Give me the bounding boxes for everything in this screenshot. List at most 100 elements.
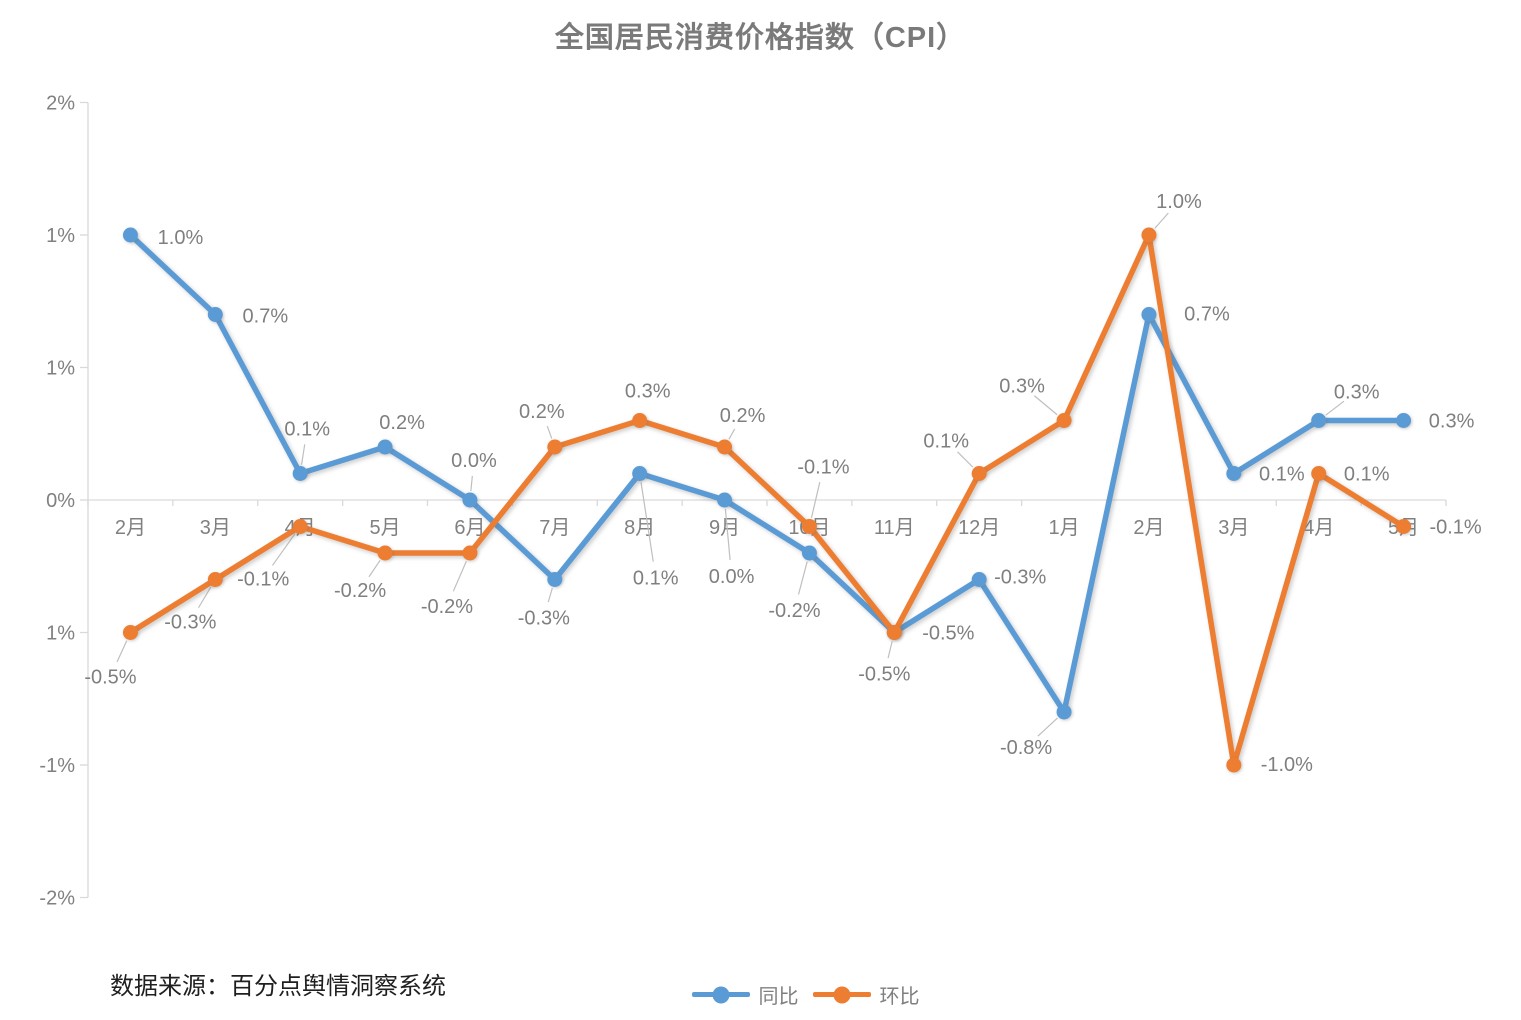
data-label: -0.5% xyxy=(858,664,910,686)
x-axis-label: 4月 xyxy=(1303,517,1334,539)
data-point[interactable] xyxy=(462,492,478,508)
y-axis-tick-label: 1% xyxy=(46,358,75,380)
data-point[interactable] xyxy=(547,572,563,587)
data-point[interactable] xyxy=(122,227,138,243)
data-label: 0.1% xyxy=(284,419,330,441)
label-leader-line xyxy=(810,481,821,518)
data-label: -0.3% xyxy=(164,612,216,634)
data-label: -1.0% xyxy=(1261,754,1313,776)
data-point[interactable] xyxy=(717,439,733,455)
label-leader-line xyxy=(797,561,808,595)
data-point[interactable] xyxy=(1396,413,1412,428)
data-point[interactable] xyxy=(1311,413,1327,428)
x-axis-label: 3月 xyxy=(1218,517,1249,539)
data-point[interactable] xyxy=(292,466,308,481)
x-axis-label: 2月 xyxy=(1133,517,1164,539)
data-point[interactable] xyxy=(292,519,308,534)
data-point[interactable] xyxy=(801,519,817,534)
label-leader-line xyxy=(640,482,654,562)
label-leader-line xyxy=(452,561,467,592)
x-axis-label: 11月 xyxy=(874,517,915,539)
label-leader-line xyxy=(271,533,296,566)
data-label: 0.7% xyxy=(1184,304,1230,326)
legend-item-yoy[interactable]: 同比 xyxy=(691,980,799,1009)
data-point[interactable] xyxy=(1056,704,1072,720)
data-point[interactable] xyxy=(886,625,902,640)
data-label: 0.3% xyxy=(1334,382,1380,404)
x-axis-label: 1月 xyxy=(1049,517,1080,539)
data-point[interactable] xyxy=(1226,466,1242,481)
data-point[interactable] xyxy=(1141,307,1157,322)
data-label: -0.5% xyxy=(84,667,136,689)
series-line-同比 xyxy=(127,232,1407,715)
data-label: 0.1% xyxy=(1344,464,1390,486)
series-环比: -0.5% -0.3% -0.1% -0.2% -0.2% 0.2% 0.3% 0.2% -0.… xyxy=(84,191,1482,776)
label-leader-line xyxy=(197,586,212,609)
data-label: 0.2% xyxy=(519,401,565,423)
y-axis-tick-label: 1% xyxy=(46,225,75,247)
data-point[interactable] xyxy=(377,545,393,561)
legend: 同比 环比 xyxy=(691,980,920,1009)
label-leader-line xyxy=(1154,212,1169,229)
data-label: 0.7% xyxy=(243,306,289,328)
data-point[interactable] xyxy=(717,492,733,508)
label-leader-line xyxy=(1033,395,1058,416)
x-axis-label: 8月 xyxy=(624,517,655,539)
x-axis-label: 5月 xyxy=(370,517,401,539)
x-axis-label: 3月 xyxy=(200,517,231,539)
data-label: -0.1% xyxy=(797,457,849,479)
y-axis-tick-label: -2% xyxy=(39,888,75,910)
data-label: -0.2% xyxy=(768,600,820,622)
data-label: -0.5% xyxy=(922,623,974,645)
x-axis-label: 9月 xyxy=(709,517,740,539)
data-point[interactable] xyxy=(122,625,138,640)
label-leader-line xyxy=(728,428,736,440)
data-point[interactable] xyxy=(971,572,987,587)
data-label: -0.3% xyxy=(518,608,570,630)
chart-title: 全国居民消费价格指数（CPI） xyxy=(554,22,967,54)
data-label: 0.1% xyxy=(923,431,969,453)
data-label: 0.1% xyxy=(1259,464,1305,486)
data-point[interactable] xyxy=(547,439,563,455)
data-label: 1.0% xyxy=(158,227,204,249)
legend-label-yoy: 同比 xyxy=(758,986,799,1008)
label-leader-line xyxy=(957,451,974,468)
legend-line-dot-marker-yoy xyxy=(691,986,750,1003)
label-leader-line xyxy=(1325,400,1345,416)
data-point[interactable] xyxy=(632,466,648,481)
data-point[interactable] xyxy=(971,466,987,481)
data-label: 0.2% xyxy=(379,412,425,434)
label-leader-line xyxy=(887,641,893,659)
data-point[interactable] xyxy=(1226,757,1242,773)
legend-item-mom[interactable]: 环比 xyxy=(812,980,920,1009)
label-leader-line xyxy=(546,425,553,439)
data-point[interactable] xyxy=(801,545,817,561)
series-同比: 1.0% 0.7% 0.1% 0.2% 0.0% -0.3% 0.1% 0.0% -0.2% -0… xyxy=(122,227,1475,759)
data-point[interactable] xyxy=(1311,466,1327,481)
data-label: -0.3% xyxy=(994,567,1046,589)
label-leader-line xyxy=(116,640,128,663)
x-axis-label: 2月 xyxy=(115,517,146,539)
data-label: 0.2% xyxy=(720,405,766,427)
data-point[interactable] xyxy=(1396,519,1412,534)
data-point[interactable] xyxy=(1141,227,1157,243)
y-axis-tick-label: -1% xyxy=(39,755,75,777)
y-axis-tick-label: 0% xyxy=(46,490,75,512)
label-leader-line xyxy=(547,587,553,603)
data-label: 0.3% xyxy=(625,381,671,403)
x-axis-label: 12月 xyxy=(958,517,1000,539)
label-leader-line xyxy=(470,475,473,492)
label-leader-line xyxy=(724,508,731,561)
data-point[interactable] xyxy=(207,572,223,587)
data-label: -0.8% xyxy=(1000,737,1052,759)
data-label: 0.1% xyxy=(633,568,679,590)
data-point[interactable] xyxy=(632,413,648,428)
data-label: 0.0% xyxy=(451,450,497,472)
data-label: 0.3% xyxy=(1429,411,1475,433)
legend-label-mom: 环比 xyxy=(879,986,920,1008)
data-point[interactable] xyxy=(1056,413,1072,428)
data-point[interactable] xyxy=(377,439,393,455)
data-point[interactable] xyxy=(207,307,223,322)
data-point[interactable] xyxy=(462,545,478,561)
